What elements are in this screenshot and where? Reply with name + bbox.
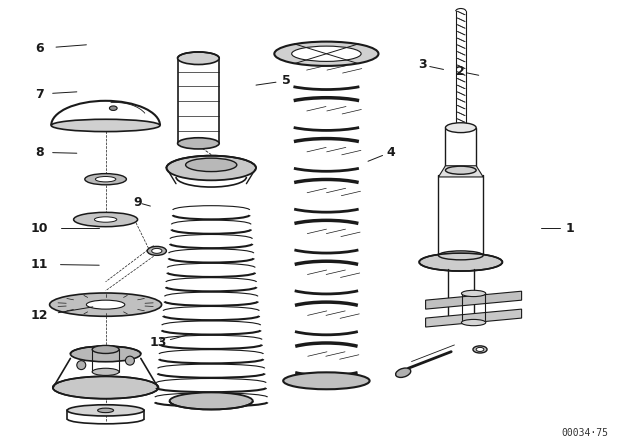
Ellipse shape bbox=[178, 52, 220, 65]
Text: 4: 4 bbox=[386, 146, 395, 159]
Ellipse shape bbox=[77, 361, 86, 370]
Text: 00034·75: 00034·75 bbox=[561, 428, 608, 438]
Text: 9: 9 bbox=[133, 196, 142, 209]
Text: 10: 10 bbox=[31, 222, 49, 235]
Ellipse shape bbox=[92, 345, 119, 353]
Ellipse shape bbox=[461, 319, 486, 326]
Ellipse shape bbox=[86, 300, 125, 309]
Text: 11: 11 bbox=[31, 258, 49, 271]
Ellipse shape bbox=[445, 123, 476, 133]
Polygon shape bbox=[438, 166, 483, 177]
Ellipse shape bbox=[461, 290, 486, 297]
Text: 12: 12 bbox=[31, 309, 49, 323]
Ellipse shape bbox=[438, 251, 483, 260]
Ellipse shape bbox=[74, 212, 138, 227]
Text: 2: 2 bbox=[456, 65, 465, 78]
Ellipse shape bbox=[166, 155, 256, 180]
Text: 5: 5 bbox=[282, 74, 291, 87]
Ellipse shape bbox=[419, 253, 502, 271]
Text: 8: 8 bbox=[35, 146, 44, 159]
Ellipse shape bbox=[152, 248, 162, 253]
Text: 7: 7 bbox=[35, 87, 44, 101]
Ellipse shape bbox=[178, 138, 220, 149]
Polygon shape bbox=[426, 291, 522, 309]
Ellipse shape bbox=[186, 158, 237, 172]
Ellipse shape bbox=[50, 293, 162, 316]
Ellipse shape bbox=[445, 166, 476, 174]
Ellipse shape bbox=[70, 346, 141, 362]
Ellipse shape bbox=[147, 246, 166, 255]
Ellipse shape bbox=[292, 46, 361, 61]
Text: 3: 3 bbox=[418, 58, 427, 72]
Ellipse shape bbox=[95, 217, 117, 222]
Text: 1: 1 bbox=[565, 222, 574, 235]
Ellipse shape bbox=[473, 346, 487, 353]
Ellipse shape bbox=[125, 356, 134, 365]
Ellipse shape bbox=[53, 376, 159, 399]
Polygon shape bbox=[426, 309, 522, 327]
Ellipse shape bbox=[109, 106, 117, 111]
Ellipse shape bbox=[95, 177, 116, 182]
Ellipse shape bbox=[170, 392, 253, 409]
Ellipse shape bbox=[476, 348, 484, 351]
Ellipse shape bbox=[92, 368, 119, 375]
Ellipse shape bbox=[98, 408, 114, 413]
Ellipse shape bbox=[67, 405, 144, 416]
Ellipse shape bbox=[283, 372, 370, 389]
Text: 13: 13 bbox=[150, 336, 168, 349]
Ellipse shape bbox=[275, 42, 378, 66]
Ellipse shape bbox=[85, 173, 127, 185]
Ellipse shape bbox=[396, 368, 411, 377]
Ellipse shape bbox=[51, 119, 160, 132]
Text: 6: 6 bbox=[35, 42, 44, 55]
